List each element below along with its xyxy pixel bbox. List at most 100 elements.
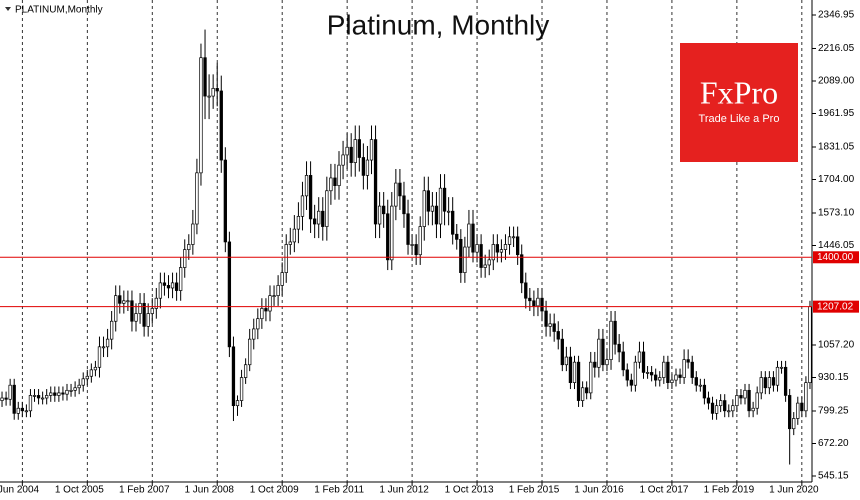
candle-body	[463, 246, 467, 273]
candle-body	[609, 320, 613, 360]
candle-body	[792, 418, 796, 430]
candle-body	[767, 377, 772, 389]
y-tick-label: 545.15	[818, 471, 849, 482]
candle-body	[499, 249, 504, 253]
candle-body	[430, 205, 435, 212]
candle-body	[528, 297, 532, 302]
candle-body	[406, 213, 410, 245]
candle-body	[341, 154, 345, 166]
candle-body	[248, 338, 252, 366]
candle-body	[28, 395, 33, 412]
candle-body	[568, 356, 573, 383]
chart-title: Platinum, Monthly	[327, 9, 550, 40]
candle-body	[296, 215, 301, 230]
y-tick-label: 930.15	[818, 372, 849, 383]
candle-body	[179, 267, 183, 291]
candle-body	[666, 361, 670, 383]
candle-body	[345, 146, 349, 156]
symbol-label: PLATINUM,Monthly	[15, 5, 103, 16]
candle-body	[45, 395, 49, 399]
candle-body	[775, 366, 780, 386]
candle-body	[503, 244, 508, 250]
candle-body	[280, 272, 284, 286]
y-tick-label: 1831.05	[818, 142, 855, 153]
candle-body	[654, 374, 658, 381]
x-tick-label: 1 Oct 2009	[250, 485, 299, 496]
candle-body	[138, 302, 142, 314]
y-tick-label: 799.25	[818, 406, 849, 417]
candle-body	[556, 331, 560, 340]
candle-body	[605, 359, 609, 366]
x-tick-label: 1 Feb 2015	[509, 485, 560, 496]
candle-body	[166, 285, 171, 289]
candle-body	[540, 297, 544, 312]
y-tick-label: 1704.00	[818, 174, 855, 185]
x-tick-label: 1 Jun 2016	[574, 485, 624, 496]
candle-body	[678, 374, 682, 378]
candle-body	[0, 397, 4, 401]
x-tick-label: 1 Oct 2005	[55, 485, 104, 496]
candle-body	[662, 361, 666, 378]
candle-body	[718, 400, 723, 407]
candle-body	[53, 392, 57, 396]
candle-body	[187, 244, 191, 250]
candle-body	[532, 300, 536, 307]
candle-body	[142, 302, 146, 327]
candle-body	[215, 88, 219, 92]
candle-body	[195, 172, 199, 225]
candle-body	[670, 379, 674, 383]
logo-title: FxPro	[700, 74, 778, 110]
candle-body	[735, 395, 739, 407]
candle-body	[12, 384, 16, 414]
logo: FxPro Trade Like a Pro	[680, 43, 798, 162]
candle-body	[300, 195, 305, 217]
candle-body	[150, 308, 154, 314]
candle-body	[89, 369, 94, 377]
candle-body	[511, 236, 516, 239]
x-tick-label: 1 Feb 2007	[119, 485, 170, 496]
candle-body	[183, 249, 187, 268]
y-tick-label: 2216.05	[818, 43, 855, 54]
candle-body	[4, 397, 8, 400]
candle-body	[694, 377, 698, 386]
candle-body	[394, 182, 398, 207]
candle-body	[349, 146, 353, 163]
candle-body	[621, 351, 625, 371]
x-tick-label: 1 Jun 2008	[184, 485, 234, 496]
candle-body	[57, 392, 61, 396]
candle-body	[357, 139, 361, 158]
candle-body	[162, 282, 167, 286]
candle-body	[755, 392, 759, 409]
candle-body	[398, 182, 402, 197]
candle-body	[446, 210, 451, 213]
candle-body	[763, 377, 767, 389]
candle-body	[8, 384, 12, 400]
candle-body	[467, 223, 471, 248]
candle-body	[386, 213, 390, 261]
candle-body	[572, 361, 577, 383]
candle-body	[239, 377, 244, 401]
candle-body	[146, 313, 150, 327]
candle-body	[97, 346, 102, 368]
candle-body	[759, 377, 763, 394]
candle-body	[524, 282, 528, 299]
candle-body	[369, 139, 374, 161]
candle-body	[268, 295, 272, 312]
x-tick-label: 1 Feb 2011	[314, 485, 364, 496]
candle-body	[589, 361, 593, 394]
candle-body	[507, 236, 512, 245]
candle-body	[645, 372, 650, 374]
symbol-icon	[5, 7, 11, 11]
candle-body	[284, 244, 288, 273]
candle-body	[81, 378, 85, 386]
candle-body	[118, 295, 122, 304]
candle-body	[731, 405, 735, 412]
candle-body	[706, 397, 711, 404]
candle-body	[455, 233, 459, 240]
candle-body	[174, 282, 179, 291]
candle-body	[109, 320, 114, 340]
y-tick-label: 1446.05	[818, 240, 855, 251]
candle-body	[20, 407, 24, 412]
y-tick-label: 2346.95	[818, 10, 855, 21]
